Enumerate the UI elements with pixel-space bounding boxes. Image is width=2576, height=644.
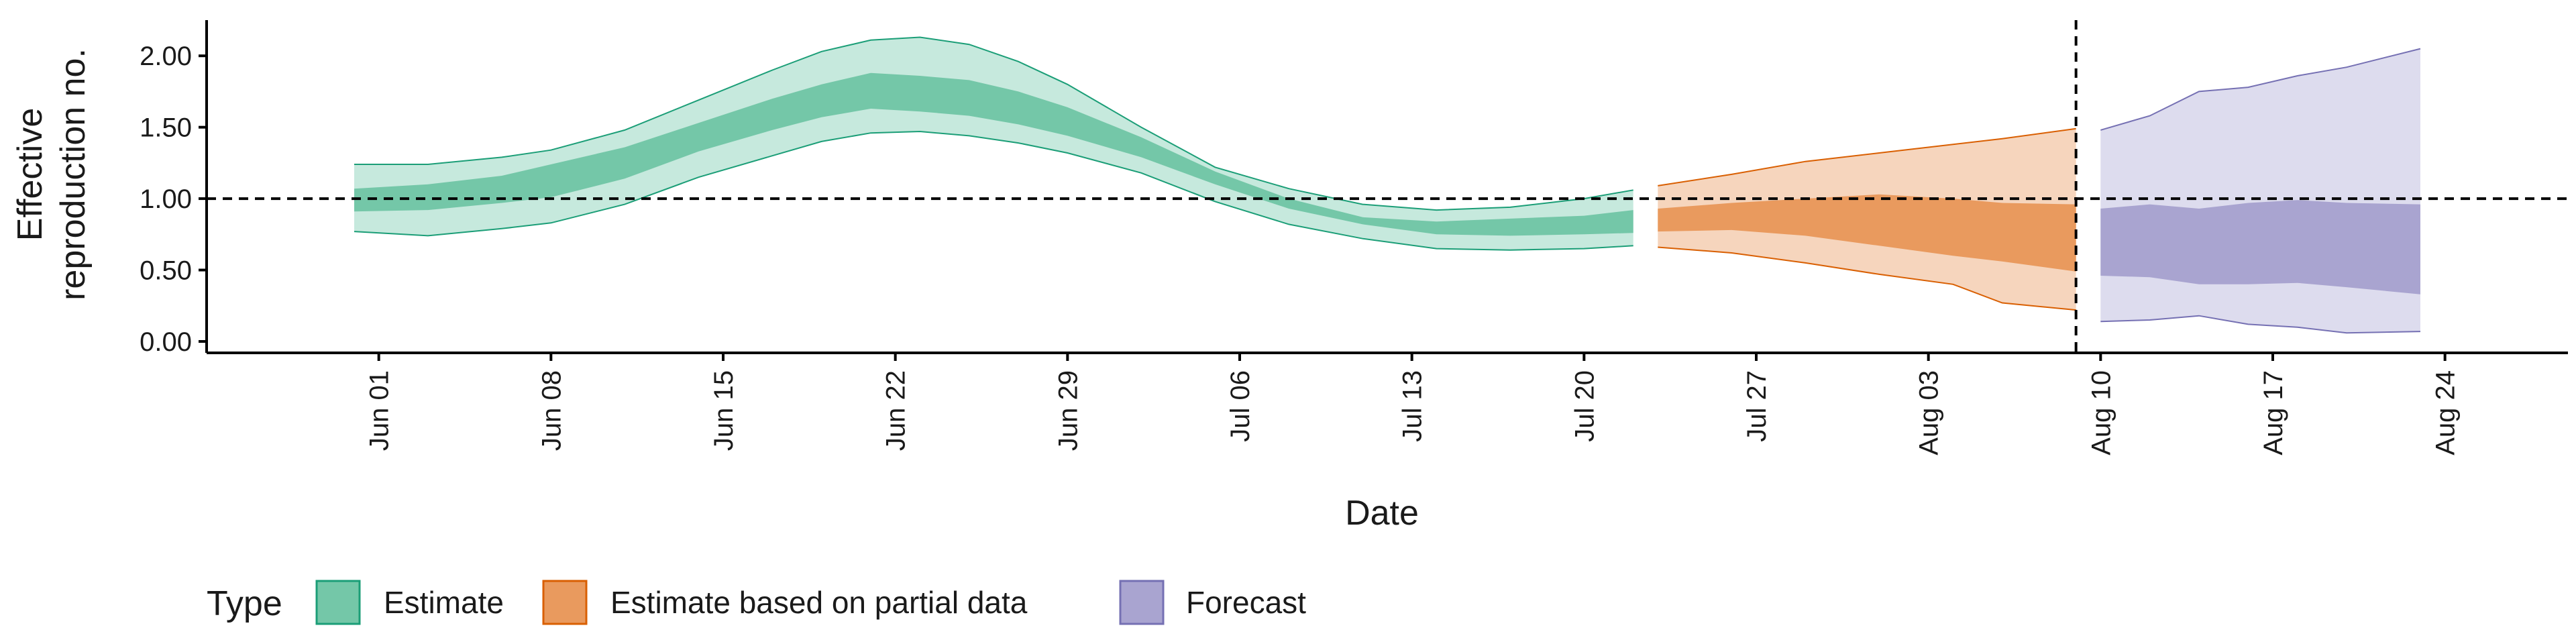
x-tick-label: Aug 24 (2431, 370, 2461, 455)
band-90-estimate (354, 37, 1633, 250)
band-upper-edge-estimate (354, 36, 1633, 211)
legend: Type Estimate Estimate based on partial … (207, 580, 1306, 625)
band-lower-edge-forecast (2100, 315, 2421, 334)
plot-area (354, 36, 2421, 334)
x-tick-label: Jul 27 (1742, 370, 1772, 442)
band-upper-edge-forecast (2100, 48, 2421, 131)
legend-swatch-estimate (315, 580, 361, 625)
x-tick-label: Jun 22 (881, 370, 911, 451)
y-axis-title-line-2: reproduction no. (54, 48, 93, 301)
band-50-estimate (354, 72, 1633, 236)
axes: 0.00 0.50 1.00 1.50 2.00 Jun 01 Jun 08 Jun 15 Ju… (140, 20, 2568, 455)
y-tick-label: 0.50 (140, 256, 192, 286)
x-tick-label: Aug 03 (1915, 370, 1944, 455)
y-axis-title: Effective reproduction no. (11, 48, 93, 301)
x-tick-label: Jun 29 (1053, 370, 1083, 451)
legend-swatch-forecast (1119, 580, 1165, 625)
y-tick-label: 1.50 (140, 113, 192, 143)
legend-title: Type (207, 584, 282, 623)
band-lower-edge-estimate (354, 130, 1633, 251)
x-tick-label: Jun 15 (709, 370, 739, 451)
legend-swatch-partial (542, 580, 588, 625)
y-tick-label: 0.00 (140, 327, 192, 357)
x-tick-label: Jun 01 (365, 370, 394, 451)
y-tick-label: 1.00 (140, 184, 192, 214)
reference-lines (207, 20, 2568, 353)
y-axis-title-line-1: Effective (11, 108, 50, 241)
x-tick-label: Jul 06 (1226, 370, 1255, 442)
legend-label-partial: Estimate based on partial data (610, 585, 1028, 620)
x-tick-label: Jul 20 (1570, 370, 1599, 442)
band-50-forecast (2100, 200, 2420, 294)
legend-label-forecast: Forecast (1186, 585, 1306, 620)
x-tick-label: Jul 13 (1398, 370, 1428, 442)
legend-label-estimate: Estimate (384, 585, 504, 620)
x-tick-label: Aug 10 (2086, 370, 2116, 455)
x-tick-label: Aug 17 (2259, 370, 2288, 455)
band-90-forecast (2100, 48, 2420, 333)
band-lower-edge-partial (1658, 246, 2076, 311)
y-tick-label: 2.00 (140, 42, 192, 71)
x-tick-label: Jun 08 (537, 370, 566, 451)
x-axis-title: Date (1345, 494, 1419, 533)
band-50-partial (1658, 194, 2076, 272)
band-upper-edge-partial (1658, 127, 2076, 186)
